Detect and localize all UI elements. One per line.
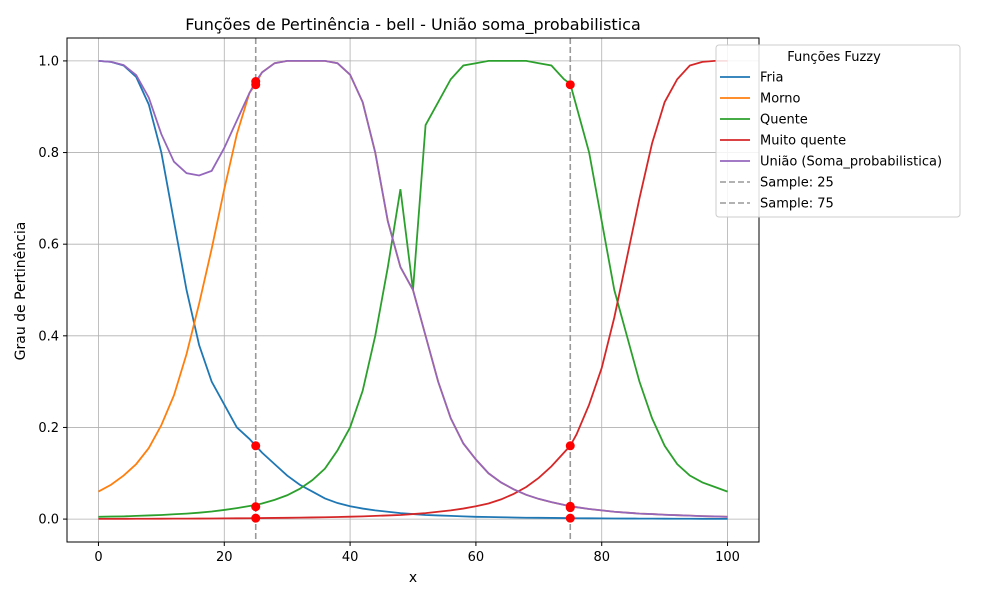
legend-entry: Sample: 75 [760, 197, 834, 212]
legend-title: Funções Fuzzy [787, 50, 881, 65]
sample-point [565, 503, 575, 513]
sample-point [251, 513, 261, 523]
legend-entry: Quente [760, 113, 808, 128]
series-line-4 [98, 60, 728, 518]
sample-point [251, 80, 261, 90]
y-tick-label: 0.6 [38, 238, 59, 253]
sample-point [565, 80, 575, 90]
x-axis-label: x [409, 570, 417, 586]
x-tick-label: 0 [94, 550, 102, 565]
legend-entry: Fria [760, 71, 783, 86]
legend-box [715, 44, 961, 218]
y-tick-label: 0.2 [38, 421, 59, 436]
legend-entry: União (Soma_probabilistica) [760, 155, 942, 170]
x-tick-label: 60 [468, 550, 485, 565]
legend-entry: Muito quente [760, 134, 846, 149]
legend-entry: Sample: 25 [760, 176, 834, 191]
y-tick-label: 0.4 [38, 329, 59, 344]
sample-point [251, 441, 261, 451]
series-line-3 [98, 60, 728, 520]
y-tick-label: 0.0 [38, 513, 59, 528]
sample-point [565, 441, 575, 451]
x-tick-label: 40 [342, 550, 359, 565]
sample-point [251, 502, 261, 512]
y-tick-label: 0.8 [38, 146, 59, 161]
sample-point [565, 513, 575, 523]
chart-title: Funções de Pertinência - bell - União so… [185, 15, 641, 35]
y-axis-label: Grau de Pertinência [13, 222, 29, 361]
legend: Funções Fuzzy Fria Morno Quente Muito quente… [715, 44, 961, 218]
x-tick-label: 20 [216, 550, 233, 565]
plot-area: 0 20 40 60 80 100 0.0 0.2 0.4 0.6 0.8 1.0 [38, 37, 760, 565]
y-tick-label: 1.0 [38, 54, 59, 69]
legend-entry: Morno [760, 92, 801, 107]
x-tick-label: 100 [715, 550, 740, 565]
plot-frame [66, 37, 760, 543]
x-tick-label: 80 [593, 550, 610, 565]
